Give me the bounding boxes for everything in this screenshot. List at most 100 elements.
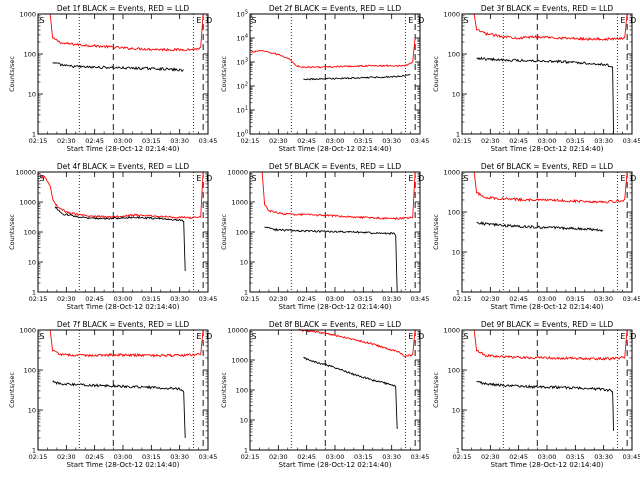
y-tick-label: 10 [240, 417, 248, 425]
y-axis-label: Counts/sec [220, 372, 228, 408]
y-axis-label: Counts/sec [8, 56, 16, 92]
flag-label-s: S [464, 174, 469, 183]
x-tick-label: 02:45 [509, 137, 528, 145]
y-tick-label: 100 [236, 229, 248, 237]
flag-label-s: S [40, 174, 45, 183]
y-tick-label: 100 [24, 367, 36, 375]
y-tick-label: 1000 [19, 199, 36, 207]
y-tick-label: 100 [448, 209, 460, 217]
x-tick-label: 02:30 [481, 137, 500, 145]
flag-label-d: D [418, 332, 424, 341]
chart-title: Det 8f BLACK = Events, RED = LLD [269, 320, 402, 329]
flag-label-e: E [196, 16, 201, 25]
x-tick-label: 03:45 [199, 295, 218, 303]
x-tick-label: 03:45 [411, 295, 430, 303]
x-tick-label: 03:00 [538, 295, 557, 303]
x-tick-label: 03:15 [142, 137, 161, 145]
flag-label-s: S [40, 16, 45, 25]
y-tick-label: 1 [32, 447, 36, 455]
plot-frame [249, 13, 421, 135]
y-tick-label: 1 [456, 289, 460, 297]
x-axis-label: Start Time (28-Oct-12 02:14:40) [279, 461, 392, 469]
y-tick-label: 101 [237, 106, 248, 115]
chart-panel-2f: Det 2f BLACK = Events, RED = LLD 100 101 10… [220, 4, 429, 153]
chart-panel-9f: Det 9f BLACK = Events, RED = LLD 1 10 100 10… [432, 320, 640, 469]
events-series-line [476, 56, 614, 135]
x-axis-label: Start Time (28-Oct-12 02:14:40) [279, 145, 392, 153]
flag-label-s: S [464, 16, 469, 25]
y-tick-label: 10 [452, 249, 460, 257]
chart-panel-8f: Det 8f BLACK = Events, RED = LLD 1 10 100 10… [220, 320, 429, 469]
x-tick-label: 03:30 [594, 137, 613, 145]
flag-label-s: S [252, 16, 257, 25]
y-tick-label: 100 [448, 51, 460, 59]
x-tick-label: 02:15 [29, 453, 48, 461]
y-axis-label: Counts/sec [432, 56, 440, 92]
x-tick-label: 03:45 [199, 453, 218, 461]
x-tick-label: 03:00 [538, 453, 557, 461]
x-tick-label: 03:45 [411, 137, 430, 145]
y-tick-label: 100 [24, 229, 36, 237]
x-tick-label: 03:15 [354, 295, 373, 303]
flag-label-s: S [40, 332, 45, 341]
flag-label-e: E [196, 174, 201, 183]
y-tick-label: 103 [237, 58, 248, 67]
x-tick-label: 03:15 [566, 137, 585, 145]
x-tick-label: 03:00 [326, 137, 345, 145]
x-tick-label: 02:45 [297, 295, 316, 303]
y-tick-label: 10000 [15, 169, 36, 177]
x-tick-label: 03:45 [623, 137, 640, 145]
y-tick-label: 1000 [19, 327, 36, 335]
events-series-line [54, 206, 186, 272]
y-tick-label: 100 [236, 387, 248, 395]
chart-panel-3f: Det 3f BLACK = Events, RED = LLD 1 10 100 10… [432, 4, 640, 153]
x-tick-label: 02:30 [57, 295, 76, 303]
plot-frame [461, 329, 633, 451]
plot-frame [249, 171, 421, 293]
lld-series-line [298, 329, 416, 358]
flag-label-d: D [206, 16, 212, 25]
x-tick-label: 02:15 [241, 295, 260, 303]
y-tick-label: 1000 [231, 357, 248, 365]
y-tick-label: 105 [237, 10, 248, 19]
y-tick-label: 10 [28, 407, 36, 415]
x-tick-label: 02:15 [453, 295, 472, 303]
flag-label-s: S [464, 332, 469, 341]
x-tick-label: 02:30 [57, 137, 76, 145]
flag-label-e: E [620, 174, 625, 183]
x-tick-label: 03:15 [566, 453, 585, 461]
x-tick-label: 02:15 [241, 137, 260, 145]
x-tick-label: 03:30 [382, 453, 401, 461]
flag-label-s: S [252, 332, 257, 341]
y-axis-label: Counts/sec [8, 214, 16, 250]
x-axis-label: Start Time (28-Oct-12 02:14:40) [67, 145, 180, 153]
y-axis-label: Counts/sec [8, 372, 16, 408]
x-tick-label: 02:45 [509, 453, 528, 461]
plot-frame [37, 329, 209, 451]
flag-label-d: D [630, 174, 636, 183]
lld-series-line [250, 37, 416, 69]
y-axis-label: Counts/sec [220, 214, 228, 250]
x-axis-label: Start Time (28-Oct-12 02:14:40) [491, 145, 604, 153]
x-tick-label: 02:15 [29, 137, 48, 145]
events-series-line [52, 61, 184, 73]
y-tick-label: 1000 [19, 11, 36, 19]
x-axis-label: Start Time (28-Oct-12 02:14:40) [67, 303, 180, 311]
flag-label-e: E [620, 332, 625, 341]
y-tick-label: 100 [24, 51, 36, 59]
chart-panel-4f: Det 4f BLACK = Events, RED = LLD 1 10 100 10… [8, 162, 217, 311]
x-tick-label: 03:00 [326, 453, 345, 461]
x-tick-label: 03:00 [114, 453, 133, 461]
flag-label-e: E [408, 332, 413, 341]
x-tick-label: 03:15 [566, 295, 585, 303]
x-tick-label: 03:15 [142, 453, 161, 461]
x-axis-label: Start Time (28-Oct-12 02:14:40) [491, 461, 604, 469]
x-tick-label: 02:30 [57, 453, 76, 461]
x-axis-label: Start Time (28-Oct-12 02:14:40) [491, 303, 604, 311]
y-tick-label: 10 [452, 407, 460, 415]
x-tick-label: 02:15 [453, 453, 472, 461]
y-tick-label: 10 [240, 259, 248, 267]
y-axis-label: Counts/sec [220, 56, 228, 92]
y-tick-label: 1 [456, 447, 460, 455]
plot-frame [249, 329, 421, 451]
